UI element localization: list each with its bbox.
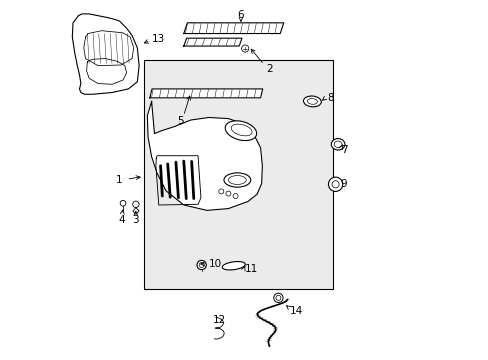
FancyBboxPatch shape [143,60,332,289]
Circle shape [273,293,283,302]
Text: 6: 6 [237,10,244,20]
Circle shape [275,296,281,300]
Ellipse shape [228,176,246,184]
Text: 11: 11 [244,264,258,274]
Text: 2: 2 [265,64,272,73]
Circle shape [328,177,342,192]
Text: 12: 12 [212,315,225,325]
Text: 5: 5 [177,116,184,126]
Polygon shape [183,38,242,46]
Circle shape [197,260,206,270]
Text: 13: 13 [151,34,164,44]
Text: 9: 9 [340,179,346,189]
Ellipse shape [222,261,245,270]
Circle shape [132,201,139,207]
Ellipse shape [331,139,344,150]
Ellipse shape [307,99,317,104]
Polygon shape [183,23,283,33]
Circle shape [120,201,125,206]
Ellipse shape [231,124,252,136]
Circle shape [199,262,203,267]
Text: 14: 14 [289,306,302,316]
Ellipse shape [333,141,341,148]
Polygon shape [149,89,262,98]
Circle shape [331,181,339,188]
Text: 4: 4 [118,215,124,225]
Polygon shape [147,102,262,210]
Text: 1: 1 [115,175,122,185]
Circle shape [218,189,224,194]
Text: 7: 7 [341,145,347,156]
Text: 3: 3 [132,215,139,225]
Ellipse shape [225,121,256,141]
Circle shape [233,194,238,199]
Ellipse shape [303,96,321,107]
Circle shape [241,45,248,52]
Ellipse shape [224,173,250,187]
Circle shape [225,191,230,196]
Text: 8: 8 [327,93,334,103]
Text: 10: 10 [208,259,222,269]
